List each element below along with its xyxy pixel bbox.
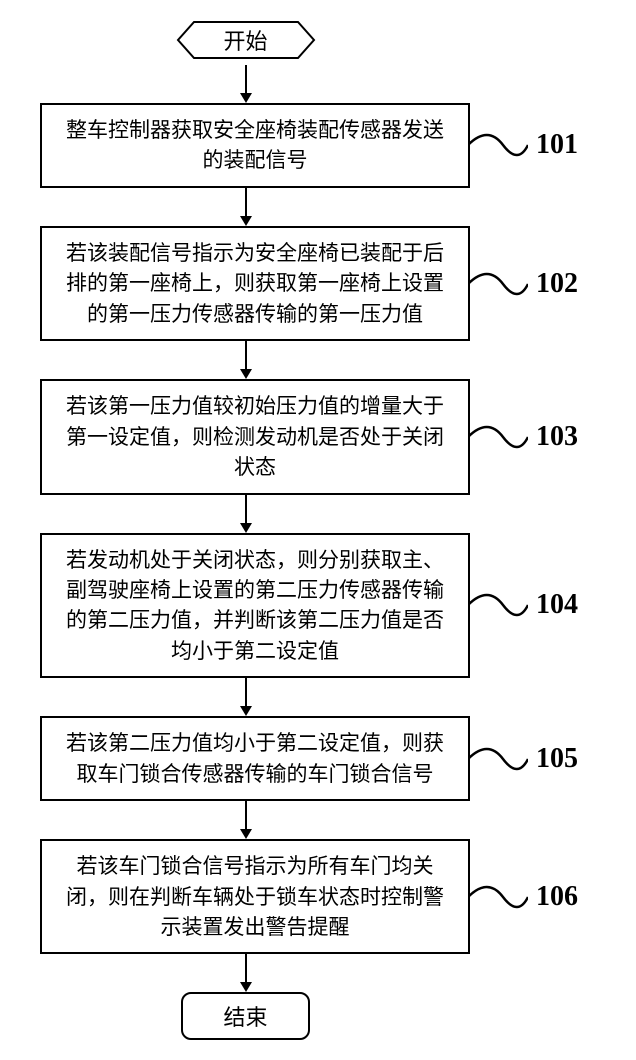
process-box: 整车控制器获取安全座椅装配传感器发送的装配信号	[40, 103, 470, 188]
arrow	[236, 495, 256, 533]
connector-curve	[468, 120, 528, 170]
arrow	[236, 341, 256, 379]
process-box: 若发动机处于关闭状态，则分别获取主、副驾驶座椅上设置的第二压力传感器传输的第二压…	[40, 533, 470, 679]
connector-curve	[468, 412, 528, 462]
process-box: 若该第一压力值较初始压力值的增量大于第一设定值，则检测发动机是否处于关闭状态	[40, 379, 470, 494]
step-label: 101	[536, 129, 578, 161]
step-row: 若该第一压力值较初始压力值的增量大于第一设定值，则检测发动机是否处于关闭状态 1…	[20, 379, 616, 494]
connector-curve	[468, 734, 528, 784]
step-label: 105	[536, 743, 578, 775]
flowchart-container: 开始 整车控制器获取安全座椅装配传感器发送的装配信号 101 若该装配信号指示为…	[20, 20, 616, 1040]
process-box: 若该车门锁合信号指示为所有车门均关闭，则在判断车辆处于锁车状态时控制警示装置发出…	[40, 839, 470, 954]
step-label: 103	[536, 421, 578, 453]
arrow	[236, 188, 256, 226]
step-label: 104	[536, 589, 578, 621]
process-box: 若该装配信号指示为安全座椅已装配于后排的第一座椅上，则获取第一座椅上设置的第一压…	[40, 226, 470, 341]
step-label: 106	[536, 881, 578, 913]
arrow	[236, 954, 256, 992]
step-row: 若该车门锁合信号指示为所有车门均关闭，则在判断车辆处于锁车状态时控制警示装置发出…	[20, 839, 616, 954]
arrow	[236, 65, 256, 103]
process-box: 若该第二压力值均小于第二设定值，则获取车门锁合传感器传输的车门锁合信号	[40, 716, 470, 801]
step-row: 若该装配信号指示为安全座椅已装配于后排的第一座椅上，则获取第一座椅上设置的第一压…	[20, 226, 616, 341]
step-row: 整车控制器获取安全座椅装配传感器发送的装配信号 101	[20, 103, 616, 188]
arrow	[236, 678, 256, 716]
step-label: 102	[536, 268, 578, 300]
connector-curve	[468, 872, 528, 922]
connector-curve	[468, 580, 528, 630]
arrow	[236, 801, 256, 839]
start-terminal: 开始	[176, 20, 316, 60]
step-row: 若该第二压力值均小于第二设定值，则获取车门锁合传感器传输的车门锁合信号 105	[20, 716, 616, 801]
connector-curve	[468, 259, 528, 309]
step-row: 若发动机处于关闭状态，则分别获取主、副驾驶座椅上设置的第二压力传感器传输的第二压…	[20, 533, 616, 679]
